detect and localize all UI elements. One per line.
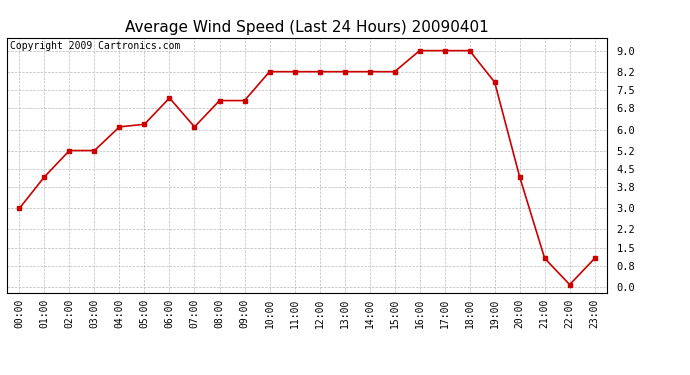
Text: Copyright 2009 Cartronics.com: Copyright 2009 Cartronics.com — [10, 41, 180, 51]
Title: Average Wind Speed (Last 24 Hours) 20090401: Average Wind Speed (Last 24 Hours) 20090… — [125, 20, 489, 35]
